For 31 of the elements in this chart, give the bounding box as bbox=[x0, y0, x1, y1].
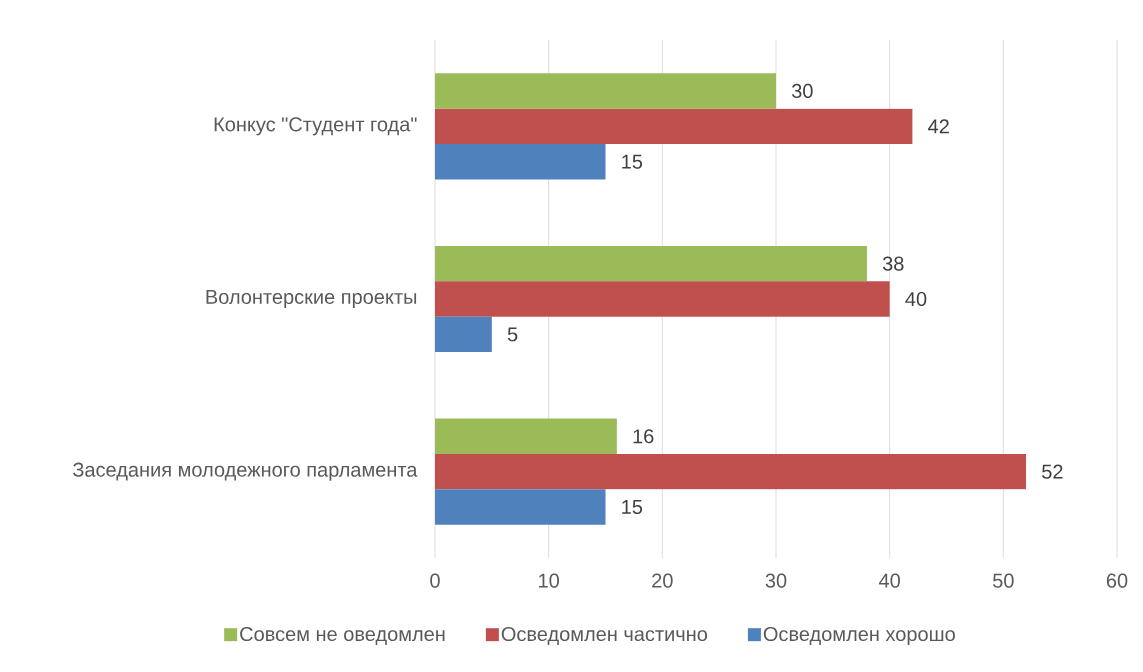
data-label: 16 bbox=[633, 429, 654, 444]
legend-label: Осведомлен хорошо bbox=[763, 626, 955, 646]
data-label: 52 bbox=[1042, 464, 1063, 479]
bar bbox=[435, 73, 776, 109]
data-label: 40 bbox=[905, 291, 927, 307]
y-tick-label: Волонтерские проекты bbox=[206, 290, 417, 308]
x-tick-label: 30 bbox=[765, 573, 787, 588]
data-label: 15 bbox=[622, 154, 643, 169]
bar bbox=[435, 418, 617, 454]
bar bbox=[435, 144, 606, 180]
x-tick-label: 0 bbox=[430, 573, 440, 588]
legend-label: Совсем не оведомлен bbox=[240, 626, 445, 645]
x-tick-label: 20 bbox=[652, 573, 673, 588]
y-tick-label: Заседания молодежного парламента bbox=[73, 462, 418, 481]
y-tick-label: Конкус "Студент года" bbox=[214, 117, 417, 136]
data-label: 42 bbox=[928, 119, 949, 134]
data-label: 15 bbox=[622, 500, 643, 515]
x-tick-label: 40 bbox=[879, 573, 900, 588]
bar bbox=[435, 489, 606, 525]
x-tick-label: 60 bbox=[1106, 573, 1128, 588]
bar bbox=[435, 316, 492, 353]
bar bbox=[435, 108, 913, 145]
data-label: 30 bbox=[791, 83, 813, 99]
bar bbox=[435, 245, 867, 282]
data-label: 5 bbox=[507, 327, 518, 342]
legend-label: Осведомлен частично bbox=[501, 626, 708, 645]
data-label: 38 bbox=[882, 256, 904, 271]
x-tick-label: 10 bbox=[539, 573, 559, 588]
bar bbox=[435, 453, 1027, 490]
x-tick-label: 50 bbox=[993, 573, 1014, 588]
bar bbox=[435, 281, 890, 317]
